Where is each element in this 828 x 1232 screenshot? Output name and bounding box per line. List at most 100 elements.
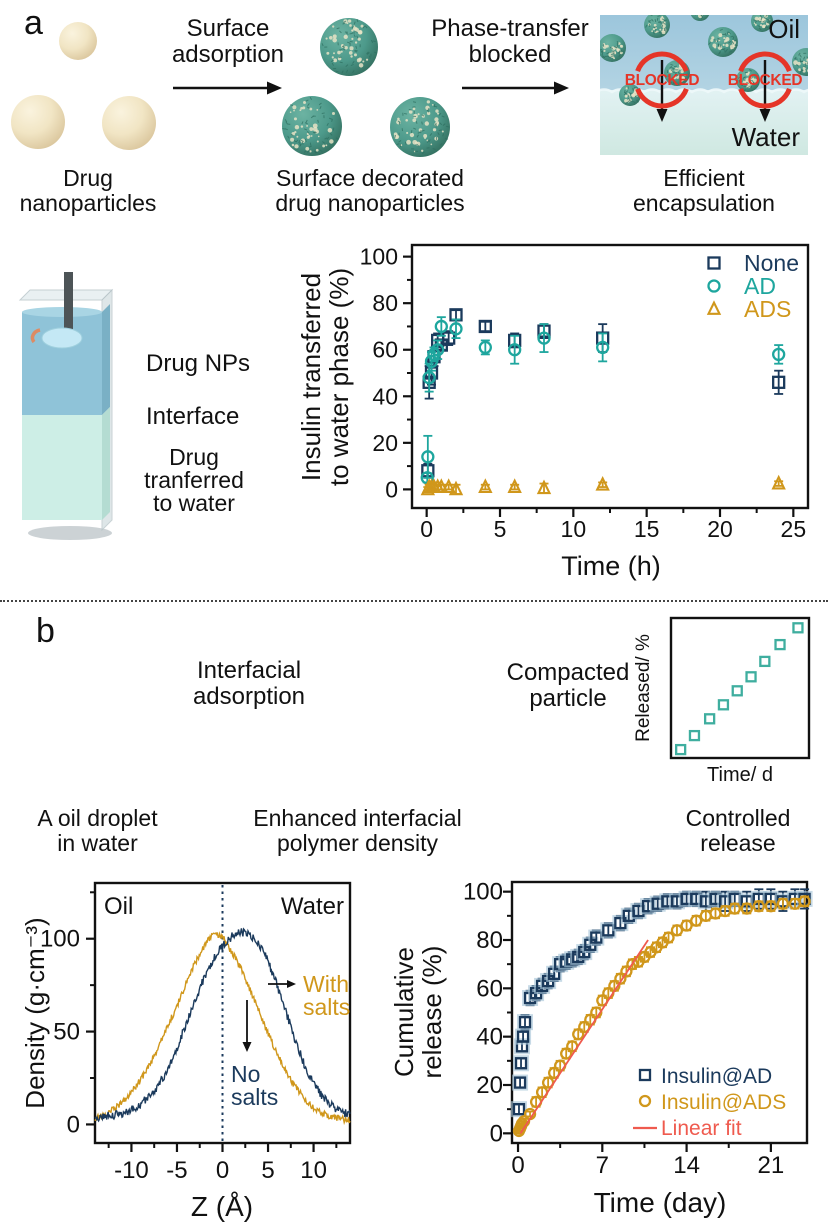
series-linear-fit [519, 939, 649, 1134]
caption-line: Efficient [663, 165, 745, 191]
oil-region-label: Oil [104, 893, 133, 920]
y-tick-label: 80 [372, 290, 398, 316]
vial-label-interface: Interface [146, 403, 240, 430]
x-tick-label: 10 [561, 516, 587, 542]
x-tick-label: 21 [758, 1152, 785, 1179]
caption-line: in water [57, 830, 138, 856]
axes: Time/ d Released/ % [633, 616, 811, 786]
caption-oil-droplet: A oil droplet in water [0, 806, 195, 856]
y-tick-label: 100 [463, 879, 503, 906]
caption-line: A oil droplet [37, 805, 158, 831]
decorated-nanoparticle [708, 27, 738, 57]
oil-phase-label: Oil [768, 14, 800, 44]
y-tick-label: 0 [385, 476, 398, 502]
arrow-icon [268, 980, 296, 988]
y-tick-label: 50 [53, 1019, 80, 1046]
decorated-nanoparticle [792, 48, 808, 76]
caption-line: nanoparticles [19, 190, 157, 216]
arrow-icon [656, 60, 668, 122]
y-tick-label: 20 [372, 430, 398, 456]
vial-label-drug-nps: Drug NPs [146, 350, 251, 377]
series-released [675, 622, 804, 756]
curve-with-salts [94, 931, 351, 1126]
x-tick-label: 20 [707, 516, 733, 542]
caption-line: Drug [169, 444, 219, 470]
panel-a-illustrations: BLOCKED BLOCKED [11, 15, 808, 540]
y-tick-label: 100 [40, 926, 80, 953]
legend-label: Insulin@AD [661, 1065, 772, 1088]
series-ads [420, 474, 786, 496]
arrow-label-line: adsorption [192, 683, 306, 710]
caption-controlled-release: Controlled release [636, 806, 828, 856]
caption-line: tranferred [144, 467, 244, 493]
cumulative-release-chart: 0 7 14 21 0 20 40 60 80 100 Time (day) Cumulativere… [389, 879, 813, 1218]
decorated-nanoparticle [644, 15, 670, 38]
blocked-stamp-text: BLOCKED [728, 72, 803, 89]
axes: 0 7 14 21 0 20 40 60 80 100 Time (day) Cumulativere… [389, 879, 809, 1218]
x-tick-label: -5 [166, 1157, 187, 1184]
x-tick-label: 0 [420, 516, 433, 542]
legend-label: AD [744, 273, 776, 299]
x-tick-label: 25 [781, 516, 807, 542]
x-tick-label: 15 [634, 516, 660, 542]
y-axis-label: Cumulative [389, 947, 419, 1077]
arrow-label-line: adsorption [171, 41, 285, 68]
decorated-nanoparticle [736, 68, 760, 92]
water-region-label: Water [281, 893, 344, 920]
caption-line: Controlled [685, 805, 791, 831]
arrow-icon [173, 81, 282, 95]
insulin-transfer-chart: 0 5 10 15 20 25 0 20 40 60 80 100 Time (h) Insulin tr… [296, 244, 810, 581]
y-axis-label: Released/ % [633, 634, 654, 742]
y-axis-label: release (%) [417, 946, 447, 1079]
decorated-nanoparticle [390, 97, 450, 157]
axes: 0 5 10 15 20 25 0 20 40 60 80 100 Time (h) Insulin tr… [296, 244, 810, 581]
caption-line: drug nanoparticles [275, 190, 465, 216]
panel-divider [0, 600, 828, 602]
blocked-stamp-text: BLOCKED [625, 72, 700, 89]
no-salts-annotation: With [303, 971, 349, 997]
caption-line: polymer density [276, 830, 439, 856]
drug-nanoparticles [11, 22, 156, 150]
x-tick-label: 14 [673, 1152, 700, 1179]
arrow-label-line: Interfacial [196, 657, 302, 684]
decorated-nanoparticle [320, 18, 378, 76]
x-tick-label: 5 [494, 516, 507, 542]
decorated-nanoparticle [751, 15, 773, 32]
caption-line: encapsulation [633, 190, 775, 216]
y-axis-label: to water phase (%) [324, 268, 354, 486]
arrow-icon [242, 1000, 252, 1052]
caption-efficient-encapsulation: Efficient encapsulation [592, 166, 816, 216]
panel-b-label: b [36, 612, 55, 650]
x-tick-label: 0 [216, 1157, 229, 1184]
legend-label: Insulin@ADS [661, 1091, 786, 1114]
y-tick-label: 0 [67, 1111, 80, 1138]
arrow-label-line: particle [529, 685, 607, 712]
legend-label: ADS [744, 296, 791, 322]
decorated-nanoparticle [619, 84, 641, 106]
decorated-nanoparticle [690, 15, 710, 21]
water-phase-label: Water [731, 122, 800, 152]
y-tick-label: 20 [476, 1072, 503, 1099]
legend-label: Linear fit [661, 1117, 742, 1140]
with-salts-annotation: salts [231, 1084, 278, 1110]
curve-no-salts [94, 927, 351, 1123]
x-tick-label: 0 [511, 1152, 524, 1179]
caption-surface-decorated: Surface decorated drug nanoparticles [238, 166, 502, 216]
y-tick-label: 40 [476, 1024, 503, 1051]
controlled-release-inset-chart: Time/ d Released/ % [633, 616, 811, 786]
decorated-nanoparticle [282, 96, 342, 156]
x-tick-label: 10 [300, 1157, 327, 1184]
arrow-label-line: Compacted [506, 659, 630, 686]
encapsulation-illustration: BLOCKED BLOCKED [600, 15, 808, 155]
caption-enhanced-interfacial: Enhanced interfacial polymer density [225, 806, 490, 856]
x-tick-label: 7 [596, 1152, 609, 1179]
arrow-label-compacted-particle: Compacted particle [468, 660, 668, 712]
legend-label: None [744, 250, 799, 276]
decorated-nanoparticle [600, 34, 626, 62]
y-tick-label: 0 [490, 1120, 503, 1147]
y-tick-label: 100 [360, 244, 398, 270]
y-tick-label: 80 [476, 927, 503, 954]
